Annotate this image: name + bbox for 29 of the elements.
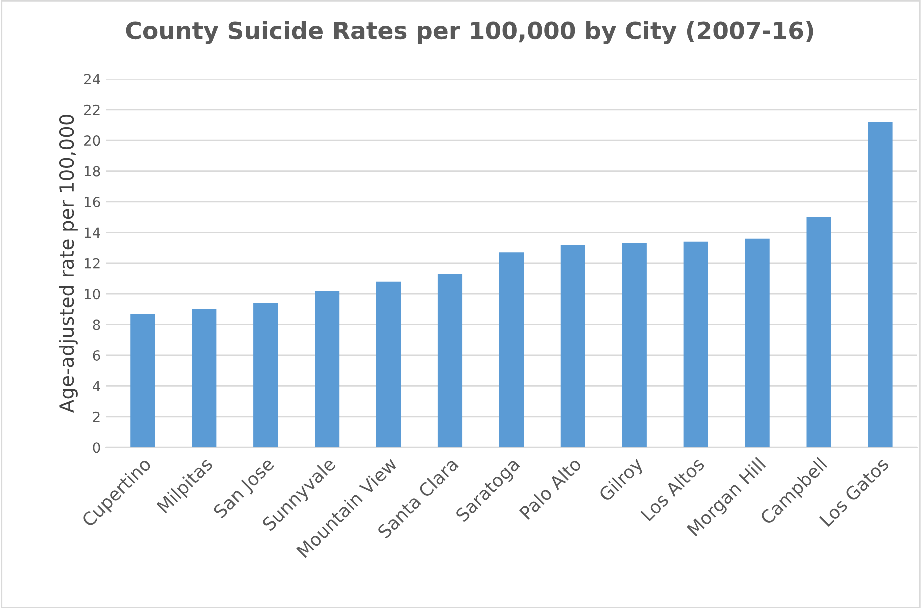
- bar: [499, 252, 524, 448]
- y-tick-label: 12: [85, 258, 100, 269]
- y-tick-label: 22: [84, 104, 100, 116]
- y-tick-label: 6: [93, 350, 100, 361]
- y-tick-label: 2: [93, 412, 100, 422]
- y-tick-label: 0: [93, 442, 100, 454]
- bar: [684, 242, 708, 448]
- bar: [192, 309, 217, 448]
- bar: [376, 282, 402, 448]
- y-tick-label: 16: [85, 196, 100, 208]
- y-tick-label: 8: [93, 320, 100, 330]
- bar: [438, 274, 463, 448]
- y-tick-label: 24: [84, 74, 100, 84]
- y-tick-label: 18: [85, 166, 100, 177]
- x-tick-label: Palo Alto: [518, 456, 582, 520]
- y-tick-label: 4: [93, 381, 100, 392]
- bar: [806, 217, 832, 448]
- y-axis-title: Age-adjusted rate per 100,000: [59, 114, 78, 413]
- y-tick-label: 10: [85, 289, 100, 300]
- chart-title: County Suicide Rates per 100,000 by City (2007-16): [126, 21, 814, 44]
- bar: [868, 122, 893, 448]
- bar: [560, 244, 586, 448]
- y-tick-label: 20: [84, 136, 100, 146]
- bar: [622, 243, 647, 448]
- bar: [315, 291, 340, 448]
- y-tick-label: 14: [85, 228, 100, 238]
- bar: [745, 238, 770, 448]
- bar: [130, 314, 156, 448]
- bar: [254, 303, 278, 448]
